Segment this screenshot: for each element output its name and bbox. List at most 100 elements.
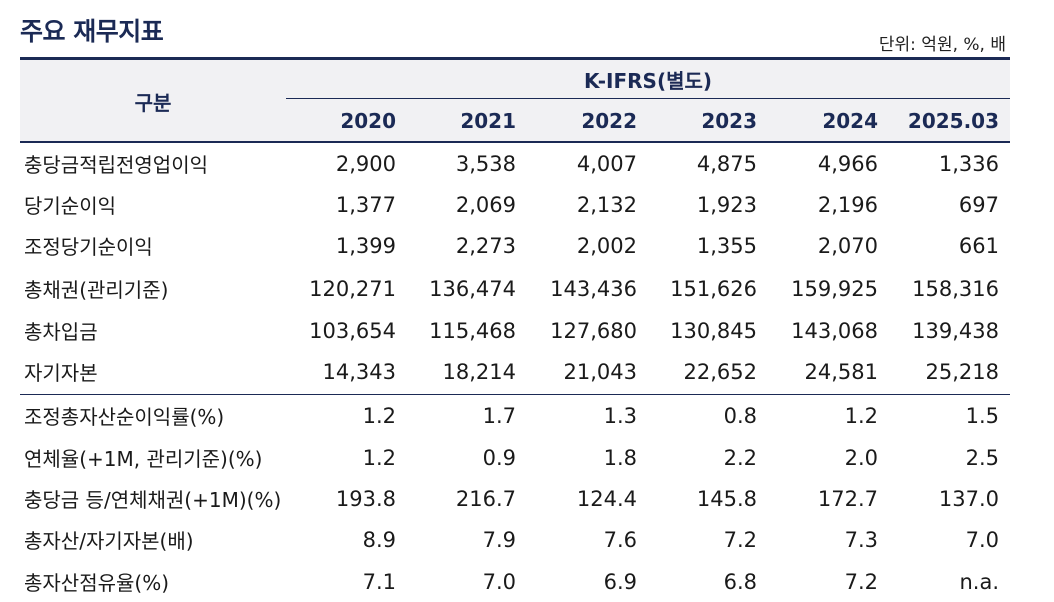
header-category: 구분 [134, 90, 172, 115]
row-value: 1,377 [335, 192, 396, 217]
row-value: 7.2 [723, 527, 757, 552]
row-value: 14,343 [322, 359, 396, 384]
row-value: 124.4 [576, 486, 637, 511]
row-value: 1.2 [844, 403, 878, 428]
row-value: 115,468 [429, 318, 516, 343]
row-value: 0.9 [482, 445, 516, 470]
row-value: 158,316 [912, 276, 999, 301]
row-value: 143,436 [550, 276, 637, 301]
row-value: 1.5 [965, 403, 999, 428]
row-value: 2,069 [455, 192, 516, 217]
table-row: 자기자본 14,343 18,214 21,043 22,652 24,581 25,218 [20, 351, 1010, 392]
row-value: 172.7 [817, 486, 878, 511]
row-value: 2,196 [817, 192, 878, 217]
row-value: 6.9 [603, 569, 637, 594]
table-row: 조정총자산순이익률(%) 1.2 1.7 1.3 0.8 1.2 1.5 [20, 395, 1010, 436]
row-value: 120,271 [309, 276, 396, 301]
table-row: 충당금 등/연체채권(+1M)(%) 193.8 216.7 124.4 145.8 17… [20, 478, 1010, 519]
row-value: 2.2 [723, 445, 757, 470]
row-label: 충당금적립전영업이익 [24, 153, 208, 177]
header-years: 2020 2021 2022 2023 2024 2025.03 [286, 100, 1010, 142]
row-value: 7.9 [482, 527, 516, 552]
table-row: 충당금적립전영업이익 2,900 3,538 4,007 4,875 4,966 1,336 [20, 143, 1010, 184]
header-year: 2023 [701, 109, 757, 133]
row-value: 7.1 [362, 569, 396, 594]
table-row: 조정당기순이익 1,399 2,273 2,002 1,355 2,070 661 [20, 225, 1010, 266]
row-value: 159,925 [791, 276, 878, 301]
row-value: 2,132 [576, 192, 637, 217]
row-value: 661 [958, 233, 999, 258]
header-divider [286, 98, 1010, 99]
row-value: 216.7 [455, 486, 516, 511]
row-value: 143,068 [791, 318, 878, 343]
table-row: 총자산/자기자본(배) 8.9 7.9 7.6 7.2 7.3 7.0 [20, 519, 1010, 560]
row-value: 151,626 [670, 276, 757, 301]
row-value: 24,581 [804, 359, 878, 384]
row-value: 130,845 [670, 318, 757, 343]
row-value: 2.5 [965, 445, 999, 470]
header-year: 2020 [340, 109, 396, 133]
row-value: 4,966 [817, 151, 878, 176]
row-value: 1.8 [603, 445, 637, 470]
row-value: 2.0 [844, 445, 878, 470]
page-title: 주요 재무지표 [20, 17, 164, 46]
row-value: 136,474 [429, 276, 516, 301]
row-value: 22,652 [683, 359, 757, 384]
header-bottom-border [20, 141, 1010, 143]
table-top-border [20, 57, 1010, 60]
row-value: 7.3 [844, 527, 878, 552]
row-label: 총자산/자기자본(배) [24, 529, 194, 553]
header-year: 2025.03 [907, 109, 999, 133]
row-value: 103,654 [309, 318, 396, 343]
row-value: 4,875 [696, 151, 757, 176]
table-header: 구분 K-IFRS(별도) 2020 2021 2022 2023 2024 2… [20, 60, 1010, 142]
row-value: 1,399 [335, 233, 396, 258]
header-year: 2022 [581, 109, 637, 133]
row-value: 2,273 [455, 233, 516, 258]
table-row: 당기순이익 1,377 2,069 2,132 1,923 2,196 697 [20, 184, 1010, 225]
table-row: 총차입금 103,654 115,468 127,680 130,845 143,068 1… [20, 310, 1010, 351]
row-value: 6.8 [723, 569, 757, 594]
row-value: 7.0 [482, 569, 516, 594]
row-value: 2,070 [817, 233, 878, 258]
row-value: 1,923 [696, 192, 757, 217]
row-label: 총채권(관리기준) [24, 278, 169, 302]
row-value: 1.2 [362, 445, 396, 470]
row-value: 8.9 [362, 527, 396, 552]
unit-note: 단위: 억원, %, 배 [878, 35, 1006, 55]
row-value: 0.8 [723, 403, 757, 428]
row-label: 자기자본 [24, 361, 98, 385]
row-value: 7.6 [603, 527, 637, 552]
row-value: 193.8 [335, 486, 396, 511]
row-value: 1,336 [938, 151, 999, 176]
row-value: 21,043 [563, 359, 637, 384]
row-value: 1.3 [603, 403, 637, 428]
row-label: 충당금 등/연체채권(+1M)(%) [24, 488, 282, 512]
row-value: 139,438 [912, 318, 999, 343]
row-value: 697 [958, 192, 999, 217]
row-value: 2,002 [576, 233, 637, 258]
row-label: 연체율(+1M, 관리기준)(%) [24, 447, 263, 471]
section-divider [20, 394, 1010, 395]
row-label: 당기순이익 [24, 194, 116, 218]
row-value: 1.7 [482, 403, 516, 428]
row-value: 1.2 [362, 403, 396, 428]
table-row: 연체율(+1M, 관리기준)(%) 1.2 0.9 1.8 2.2 2.0 2.5 [20, 437, 1010, 478]
row-label: 총자산점유율(%) [24, 571, 170, 595]
row-label: 총차입금 [24, 320, 98, 344]
row-value: 7.0 [965, 527, 999, 552]
row-value: 127,680 [550, 318, 637, 343]
row-value: 3,538 [455, 151, 516, 176]
row-label: 조정당기순이익 [24, 235, 153, 259]
header-year: 2021 [460, 109, 516, 133]
row-value: 137.0 [938, 486, 999, 511]
row-value: 1,355 [696, 233, 757, 258]
row-value: 4,007 [576, 151, 637, 176]
row-value: 7.2 [844, 569, 878, 594]
row-value: 2,900 [335, 151, 396, 176]
row-value: 145.8 [696, 486, 757, 511]
table-row: 총자산점유율(%) 7.1 7.0 6.9 6.8 7.2 n.a. [20, 561, 1010, 602]
row-value: 25,218 [925, 359, 999, 384]
row-value: 18,214 [442, 359, 516, 384]
